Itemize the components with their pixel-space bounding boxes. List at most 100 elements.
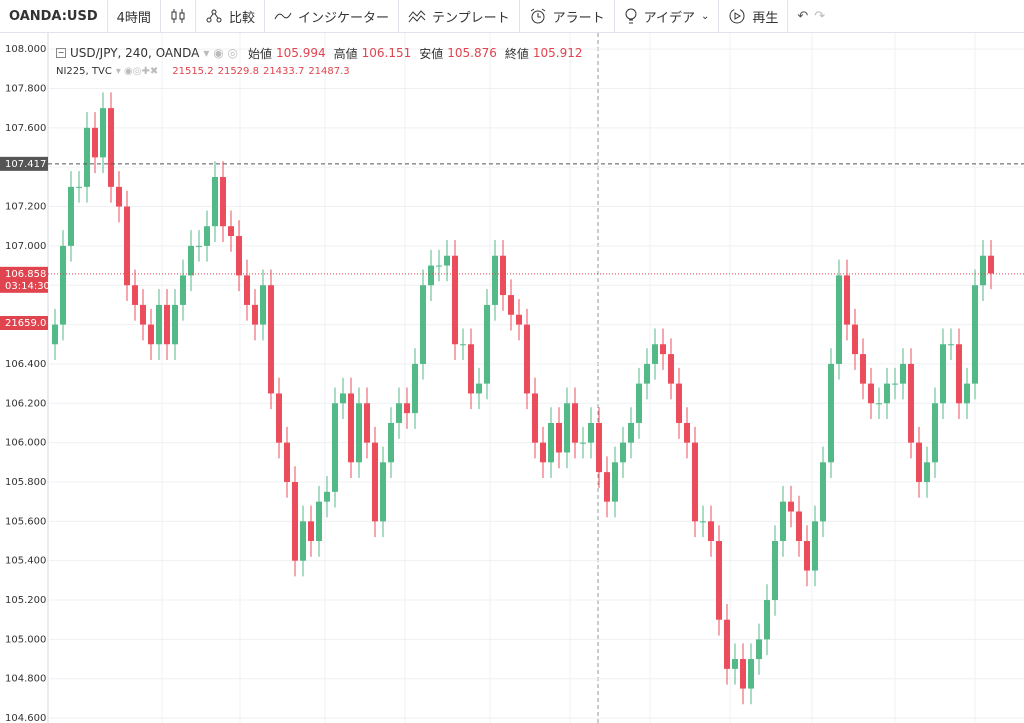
candle-body bbox=[412, 363, 418, 414]
candle-body bbox=[948, 344, 954, 346]
candle-body bbox=[252, 304, 258, 325]
candle-body bbox=[828, 363, 834, 463]
symbol-button[interactable]: OANDA:USD bbox=[0, 0, 108, 33]
candle-body bbox=[964, 383, 970, 404]
candle-body bbox=[132, 285, 138, 305]
candle-body bbox=[692, 442, 698, 522]
candle-body bbox=[988, 255, 994, 274]
candle-body bbox=[332, 403, 338, 492]
candle-body bbox=[212, 177, 218, 227]
candle-body bbox=[468, 344, 474, 394]
y-tick-label: 105.400 bbox=[5, 556, 46, 567]
indicators-button[interactable]: インジケーター bbox=[265, 0, 399, 33]
candle-body bbox=[684, 422, 690, 443]
replay-button[interactable]: 再生 bbox=[719, 0, 789, 33]
legend-icons[interactable]: ▾ ◉ ◎ bbox=[203, 46, 238, 60]
y-tick-label: 105.800 bbox=[5, 477, 46, 488]
candle-body bbox=[564, 403, 570, 453]
candle-body bbox=[284, 442, 290, 482]
candle-body bbox=[292, 481, 298, 561]
candle-body bbox=[700, 521, 706, 523]
candle-body bbox=[916, 442, 922, 482]
dropdown-arrow: ⌄ bbox=[700, 10, 710, 22]
candle-body bbox=[260, 285, 266, 325]
legend-icons[interactable]: ▾ ◉◎✚✖ bbox=[115, 65, 159, 77]
candle-body bbox=[532, 393, 538, 443]
ohlc-label: 高値 bbox=[333, 46, 358, 61]
compare-button[interactable]: 比較 bbox=[196, 0, 265, 33]
candle-body bbox=[924, 462, 930, 482]
candle-body bbox=[932, 403, 938, 463]
candle-body bbox=[860, 354, 866, 384]
overlay-title: NI225, TVC bbox=[56, 65, 112, 77]
candle-body bbox=[388, 422, 394, 463]
indicator-icon bbox=[274, 12, 292, 20]
redo-button[interactable]: ↷ bbox=[814, 8, 826, 24]
candle-body bbox=[772, 541, 778, 601]
candle-body bbox=[676, 383, 682, 423]
ohlc-value: 105.876 bbox=[447, 46, 497, 60]
interval: 4時間 bbox=[116, 10, 151, 26]
candle-body bbox=[740, 659, 746, 689]
candle-body bbox=[540, 442, 546, 463]
ohlc-value: 106.151 bbox=[361, 46, 412, 60]
undo-redo: ↶ ↷ bbox=[788, 0, 834, 33]
candle-body bbox=[84, 127, 90, 187]
symbol: OANDA:USD bbox=[9, 8, 98, 24]
candle-body bbox=[804, 541, 810, 571]
alert: アラート bbox=[552, 10, 605, 26]
candle-body bbox=[940, 344, 946, 404]
candle-body bbox=[652, 344, 658, 364]
templates-button[interactable]: テンプレート bbox=[399, 0, 520, 33]
candle-body bbox=[156, 304, 162, 345]
candle-body bbox=[364, 403, 370, 443]
undo-button[interactable]: ↶ bbox=[797, 8, 809, 24]
indicators: インジケーター bbox=[297, 10, 389, 26]
candle-body bbox=[60, 245, 66, 325]
candle-body bbox=[908, 363, 914, 443]
candle-body bbox=[756, 639, 762, 660]
candle-body bbox=[972, 285, 978, 384]
alert-button[interactable]: アラート bbox=[520, 0, 615, 33]
ideas-button[interactable]: アイデア ⌄ bbox=[615, 0, 720, 33]
y-tick-label: 104.800 bbox=[5, 674, 46, 685]
collapse-icon[interactable]: − bbox=[56, 48, 66, 58]
ohlc-label: 安値 bbox=[419, 46, 444, 61]
interval-button[interactable]: 4時間 bbox=[108, 0, 161, 33]
chart-style-button[interactable] bbox=[161, 0, 196, 33]
overlay-value: 21487.3 bbox=[308, 65, 350, 77]
candle-body bbox=[708, 521, 714, 542]
compare-icon bbox=[206, 9, 222, 23]
y-tick-label: 105.600 bbox=[5, 516, 46, 527]
candle-body bbox=[508, 295, 514, 315]
candle-body bbox=[428, 265, 434, 286]
candle-body bbox=[324, 491, 330, 502]
candle-body bbox=[596, 422, 602, 473]
candle-body bbox=[516, 314, 522, 325]
candle-body bbox=[396, 403, 402, 423]
candle-body bbox=[500, 255, 506, 296]
candle-body bbox=[300, 521, 306, 561]
candle-body bbox=[236, 236, 242, 276]
overlay-price-label: 21659.0 bbox=[5, 318, 46, 329]
candle-body bbox=[476, 383, 482, 394]
templates: テンプレート bbox=[431, 10, 510, 26]
candle-body bbox=[716, 541, 722, 620]
candle-body bbox=[852, 324, 858, 355]
candle-body bbox=[820, 462, 826, 522]
y-tick-label: 104.600 bbox=[5, 713, 46, 723]
candle-body bbox=[892, 383, 898, 385]
y-tick-label: 107.200 bbox=[5, 202, 46, 213]
candle-body bbox=[588, 422, 594, 443]
candle-body bbox=[868, 383, 874, 404]
candle-body bbox=[548, 422, 554, 463]
candle-body bbox=[644, 363, 650, 384]
overlay-price-box bbox=[0, 316, 48, 330]
candle-body bbox=[404, 403, 410, 414]
candle-body bbox=[876, 403, 882, 405]
candle-body bbox=[348, 393, 354, 463]
y-tick-label: 106.400 bbox=[5, 359, 46, 370]
y-tick-label: 107.600 bbox=[5, 123, 46, 134]
y-tick-label: 106.200 bbox=[5, 398, 46, 409]
